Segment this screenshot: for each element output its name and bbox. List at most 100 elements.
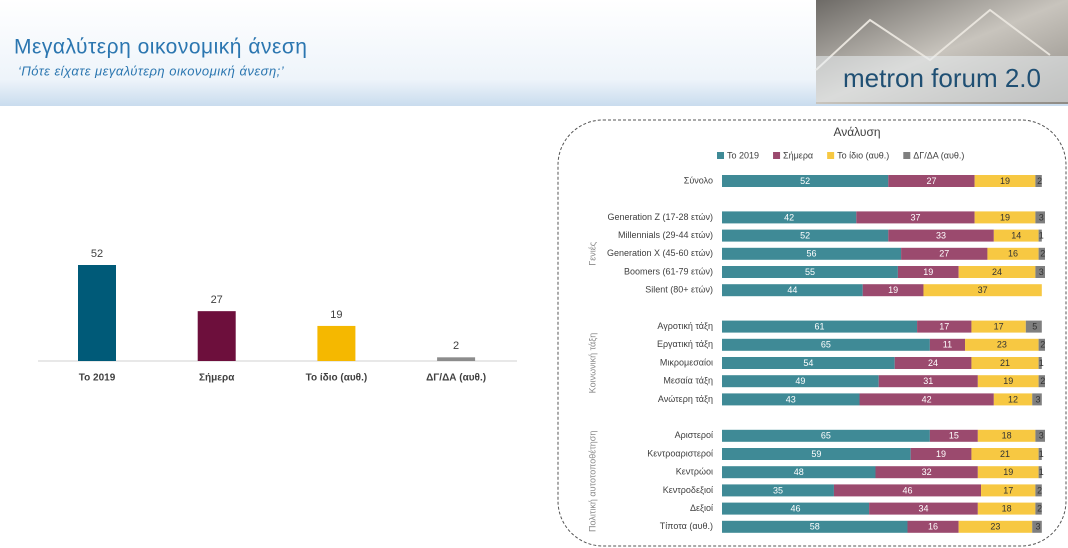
data-label: 1	[1039, 467, 1044, 477]
page-title: Μεγαλύτερη οικονομική άνεση	[14, 36, 307, 59]
data-label: 46	[902, 485, 912, 495]
data-label: 3	[1039, 267, 1044, 277]
data-label: 56	[807, 249, 817, 259]
bar-segment	[722, 429, 930, 442]
legend-swatch	[827, 152, 835, 159]
bar-segment	[929, 429, 978, 442]
legend-label: ΔΓ/ΔΑ (αυθ.)	[913, 150, 964, 160]
data-label: 2	[1037, 176, 1042, 186]
data-label: 14	[1011, 230, 1021, 240]
data-label: 3	[1035, 522, 1040, 532]
data-label: 34	[918, 503, 928, 513]
bar-segment	[965, 338, 1039, 351]
data-label: 11	[943, 340, 952, 350]
data-label: 3	[1039, 431, 1044, 441]
bar-segment	[894, 357, 972, 369]
data-label: 44	[787, 285, 797, 295]
bar-segment	[1035, 211, 1045, 224]
bar-segment	[958, 266, 1036, 278]
bar	[78, 265, 116, 361]
group-label: Πολιτική αυτοτοποθέτηση	[587, 431, 597, 532]
bar-segment	[1038, 448, 1042, 460]
data-label: 58	[810, 522, 820, 532]
data-label: 19	[330, 309, 342, 321]
data-label: 2	[1037, 503, 1042, 513]
data-label: 65	[821, 340, 831, 350]
group-label: Κοινωνική τάξη	[587, 333, 597, 394]
data-label: 19	[1000, 176, 1010, 186]
bar-segment	[1038, 466, 1042, 479]
data-label: 37	[910, 212, 920, 222]
bar-segment	[722, 502, 870, 515]
bar-segment	[907, 520, 959, 533]
bar-segment	[1038, 338, 1045, 351]
data-label: 31	[923, 376, 933, 386]
data-label: 21	[1000, 358, 1010, 368]
bar	[317, 325, 356, 361]
data-label: 35	[773, 485, 783, 495]
data-label: 2	[1040, 376, 1045, 386]
bar-segment	[722, 175, 889, 187]
bar-segment	[977, 429, 1036, 442]
bar-segment	[722, 393, 860, 406]
data-label: 27	[211, 294, 223, 306]
category-label: Μικρομεσαίοι	[660, 357, 713, 367]
data-label: 19	[1003, 376, 1013, 386]
data-label: 42	[784, 212, 794, 222]
bar-segment	[1025, 320, 1042, 333]
bar-segment	[722, 211, 857, 224]
bar-segment	[1038, 229, 1042, 242]
logo-backdrop	[816, 56, 1068, 102]
bar-segment	[977, 466, 1039, 479]
bar-segment	[722, 284, 863, 297]
bar-segment	[977, 375, 1039, 388]
bar-segment	[722, 338, 930, 351]
data-label: 19	[888, 285, 898, 295]
data-label: 59	[811, 449, 821, 459]
analysis-panel	[557, 119, 1067, 547]
data-label: 18	[1002, 431, 1012, 441]
bar-segment	[993, 393, 1033, 406]
bar-segment	[862, 284, 924, 297]
legend-swatch	[773, 152, 781, 159]
bar-segment	[977, 502, 1036, 515]
bar-segment	[974, 175, 1036, 187]
data-label: 1	[1039, 230, 1044, 240]
legend-swatch	[717, 152, 724, 159]
bar-segment	[1038, 247, 1045, 260]
data-label: 16	[928, 522, 938, 532]
data-label: 2	[1040, 249, 1045, 259]
bar-segment	[974, 211, 1036, 224]
bar-segment	[1035, 175, 1042, 187]
data-label: 24	[928, 358, 938, 368]
bar-segment	[1038, 357, 1042, 369]
data-label: 32	[922, 467, 932, 477]
bar-segment	[901, 247, 988, 260]
bar-segment	[722, 520, 908, 533]
bar-segment	[856, 211, 975, 224]
bar-segment	[1035, 484, 1042, 497]
data-label: 46	[791, 503, 801, 513]
bar-segment	[929, 338, 966, 351]
category-label: Boomers (61-79 ετών)	[624, 266, 713, 276]
bar-segment	[722, 375, 879, 388]
category-label: Κεντρώοι	[676, 467, 713, 477]
data-label: 16	[1008, 249, 1018, 259]
category-label: Generation X (45-60 ετών)	[607, 248, 713, 258]
data-label: 55	[805, 267, 815, 277]
data-label: 17	[939, 321, 949, 331]
data-label: 17	[994, 321, 1004, 331]
bar-segment	[722, 247, 902, 260]
data-label: 17	[1003, 485, 1013, 495]
bar-segment	[910, 448, 972, 460]
bar-segment	[722, 320, 918, 333]
logo-text: metron forum 2.0	[843, 63, 1041, 93]
data-label: 37	[978, 285, 988, 295]
group-label: Γενιές	[587, 241, 597, 265]
bar-segment	[971, 320, 1026, 333]
bar-segment	[722, 448, 911, 460]
category-label: Millennials (29-44 ετών)	[618, 230, 713, 240]
category-label: Silent (80+ ετών)	[645, 285, 713, 295]
